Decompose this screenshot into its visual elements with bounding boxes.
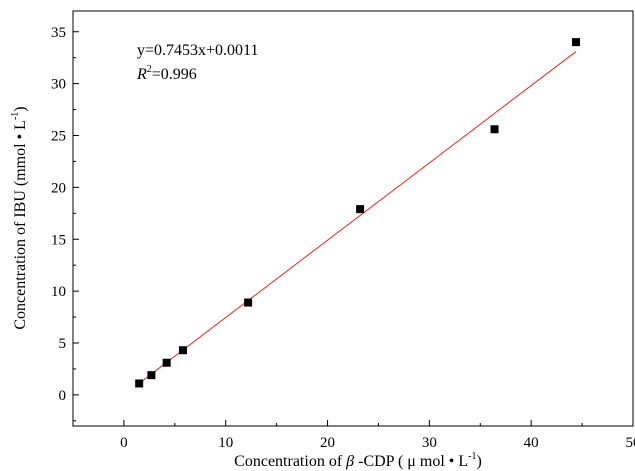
axis-ticks — [73, 31, 634, 426]
x-title-l: L — [458, 453, 468, 470]
y-tick-label: 0 — [59, 388, 67, 404]
data-point — [571, 38, 580, 47]
axis-tick-labels: 0 10 20 30 40 50 0 5 10 15 20 25 30 35 — [51, 25, 635, 451]
equation-annotation: y=0.7453x+0.0011 — [137, 42, 258, 59]
x-tick-label: 50 — [626, 435, 635, 451]
y-tick-label: 35 — [51, 25, 66, 41]
r-squared-annotation: R2=0.996 — [136, 64, 197, 83]
x-tick-label: 30 — [422, 435, 437, 451]
r2-exponent: 2 — [147, 64, 152, 75]
data-point — [147, 371, 156, 380]
data-points — [135, 38, 580, 388]
x-title-beta: β — [345, 453, 354, 470]
r2-symbol: R — [136, 66, 147, 83]
x-title-exp: -1 — [468, 451, 476, 462]
x-title-mu: μ — [407, 453, 416, 470]
y-title-suffix: ) — [12, 106, 29, 111]
data-point — [356, 205, 365, 214]
y-axis-title: Concentration of IBU (mmol • L-1) — [10, 106, 29, 329]
data-point — [490, 125, 499, 134]
x-title-prefix: Concentration of — [234, 453, 346, 470]
r2-value: =0.996 — [152, 66, 197, 83]
x-tick-label: 0 — [120, 435, 128, 451]
y-title-exp: -1 — [10, 112, 21, 120]
y-tick-label: 10 — [51, 284, 66, 300]
data-point — [244, 298, 253, 307]
data-point — [162, 358, 171, 367]
y-tick-label: 15 — [51, 232, 66, 248]
fit-line — [138, 51, 577, 384]
plot-frame — [72, 10, 634, 427]
y-tick-label: 5 — [59, 336, 67, 352]
x-title-unit: mol • — [416, 453, 459, 470]
x-tick-label: 40 — [524, 435, 539, 451]
data-point — [178, 346, 187, 355]
y-tick-label: 25 — [51, 129, 66, 145]
x-tick-label: 20 — [320, 435, 335, 451]
y-tick-label: 30 — [51, 77, 66, 93]
x-axis-title: Concentration of β -CDP ( μ mol • L-1) — [234, 451, 482, 470]
y-tick-label: 20 — [51, 180, 66, 196]
y-title-prefix: Concentration of IBU (mmol • — [12, 130, 29, 330]
data-point — [135, 379, 144, 388]
x-tick-label: 10 — [218, 435, 233, 451]
x-title-suffix: ) — [477, 453, 482, 470]
y-title-l: L — [12, 120, 29, 130]
x-title-mid: -CDP ( — [354, 453, 407, 470]
